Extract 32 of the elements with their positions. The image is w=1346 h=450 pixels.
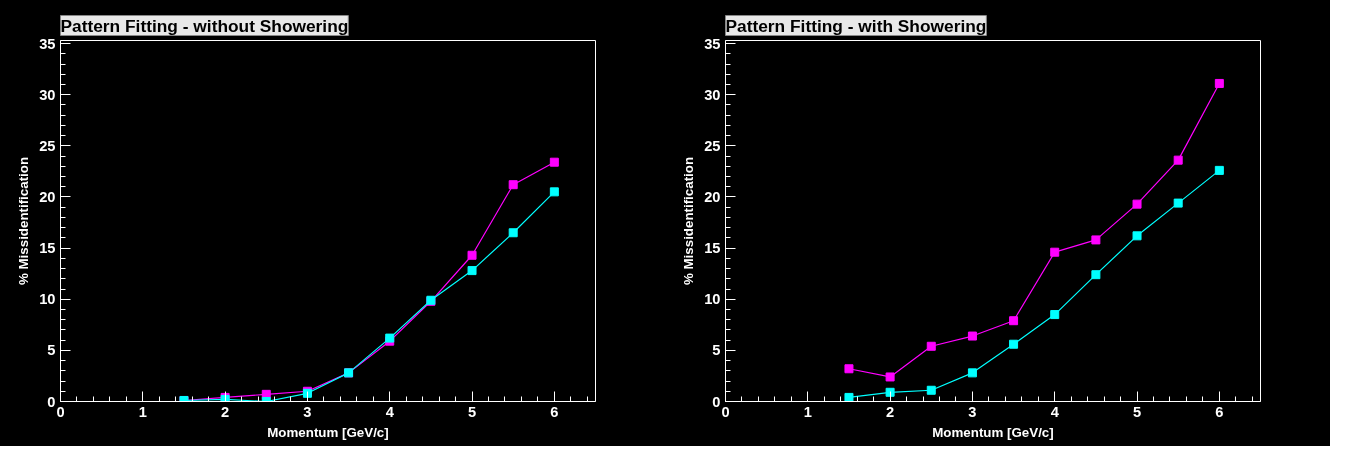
x-tick-label: 4 (1050, 403, 1060, 420)
x-axis-title: Momentum [GeV/c] (267, 424, 389, 440)
x-tick-label: 3 (303, 403, 312, 420)
y-tick-label: 10 (39, 291, 56, 308)
y-tick-label: 20 (39, 188, 56, 205)
y-tick-label: 35 (39, 35, 56, 52)
x-tick-label: 5 (1132, 403, 1142, 420)
x-tick-label: 5 (467, 403, 477, 420)
y-tick-label: 35 (704, 35, 721, 52)
chart-title: Pattern Fitting - with Showering (725, 15, 987, 36)
y-tick-label: 10 (704, 291, 721, 308)
y-axis-title: % Missidentification (681, 156, 697, 286)
y-tick-label: 5 (712, 342, 721, 359)
x-tick-label: 2 (221, 403, 230, 420)
y-tick-label: 30 (39, 86, 56, 103)
y-tick-label: 30 (704, 86, 721, 103)
x-tick-label: 3 (968, 403, 977, 420)
y-tick-label: 5 (47, 342, 56, 359)
x-tick-label: 1 (138, 403, 147, 420)
x-tick-label: 1 (803, 403, 812, 420)
x-tick-label: 4 (385, 403, 395, 420)
x-tick-label: 6 (550, 403, 559, 420)
y-tick-label: 15 (704, 240, 721, 257)
chart-title: Pattern Fitting - without Showering (60, 15, 349, 36)
y-tick-label: 25 (39, 137, 56, 154)
x-axis-title: Momentum [GeV/c] (932, 424, 1054, 440)
y-axis-title: % Missidentification (16, 156, 32, 286)
x-tick-label: 6 (1215, 403, 1224, 420)
x-tick-label: 2 (886, 403, 895, 420)
y-tick-label: 20 (704, 188, 721, 205)
y-tick-label: 15 (39, 240, 56, 257)
y-tick-label: 25 (704, 137, 721, 154)
